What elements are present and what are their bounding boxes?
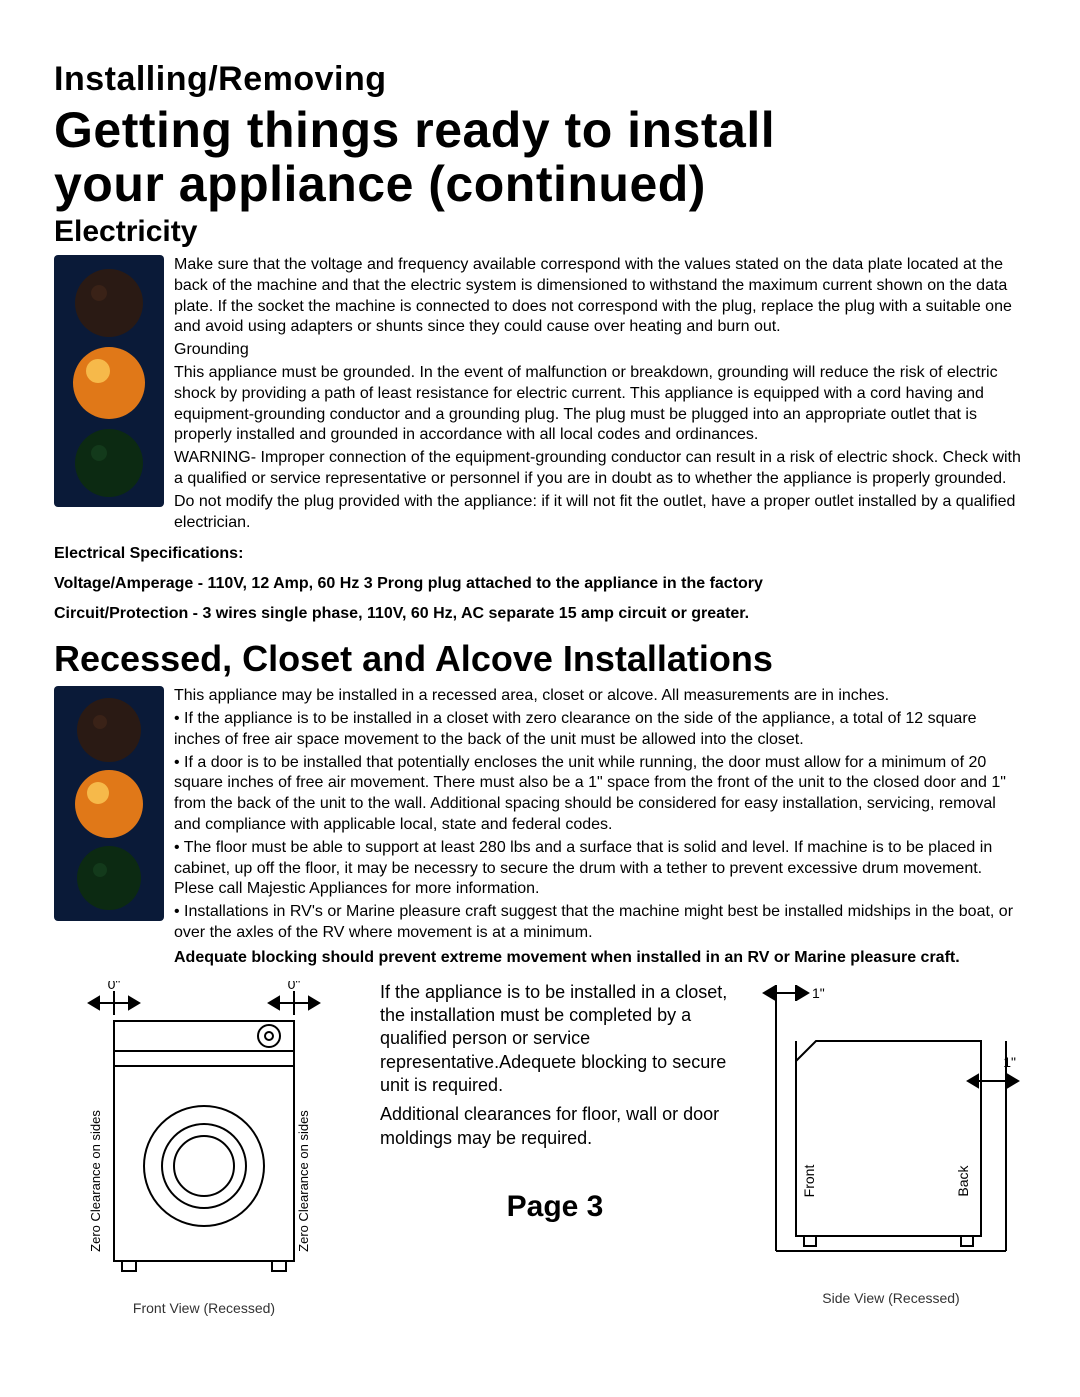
electrical-spec-voltage: Voltage/Amperage - 110V, 12 Amp, 60 Hz 3…	[54, 573, 1026, 595]
diagram-row: 0" 0"	[54, 981, 1026, 1316]
electrical-spec-heading: Electrical Specifications:	[54, 543, 1026, 565]
page-container: Installing/Removing Getting things ready…	[0, 0, 1080, 1397]
recessed-block: This appliance may be installed in a rec…	[54, 686, 1026, 970]
section-title: Installing/Removing	[54, 60, 1026, 99]
recessed-p2: • If the appliance is to be installed in…	[174, 709, 1026, 751]
zero-clearance-right: Zero Clearance on sides	[296, 1109, 311, 1251]
main-title: Getting things ready to install your app…	[54, 103, 1026, 211]
recessed-p5: • Installations in RV's or Marine pleasu…	[174, 902, 1026, 944]
main-title-line2: your appliance (continued)	[54, 156, 706, 212]
recessed-p3: • If a door is to be installed that pote…	[174, 753, 1026, 836]
recessed-heading: Recessed, Closet and Alcove Installation…	[54, 638, 1026, 680]
closet-note-p2: Additional clearances for floor, wall or…	[380, 1103, 730, 1150]
recessed-p6: Adequate blocking should prevent extreme…	[174, 948, 1026, 969]
back-label: Back	[955, 1164, 971, 1196]
recessed-p4: • The floor must be able to support at l…	[174, 838, 1026, 900]
front-view-caption: Front View (Recessed)	[54, 1300, 354, 1316]
page-number: Page 3	[380, 1190, 730, 1224]
side-view-caption: Side View (Recessed)	[756, 1290, 1026, 1306]
electricity-p3: This appliance must be grounded. In the …	[174, 363, 1026, 446]
electrical-spec-circuit: Circuit/Protection - 3 wires single phas…	[54, 603, 1026, 625]
zero-clearance-left: Zero Clearance on sides	[88, 1109, 103, 1251]
recessed-text: This appliance may be installed in a rec…	[174, 686, 1026, 970]
front-label: Front	[801, 1164, 817, 1197]
side-view-diagram: 1" 1" Front Back Side View (Recessed)	[756, 981, 1026, 1306]
electricity-heading: Electricity	[54, 215, 1026, 249]
electricity-text: Make sure that the voltage and frequency…	[174, 255, 1026, 535]
dim-one-right: 1"	[1003, 1054, 1016, 1070]
closet-note: If the appliance is to be installed in a…	[380, 981, 730, 1225]
front-view-diagram: 0" 0"	[54, 981, 354, 1316]
electricity-p2: Grounding	[174, 340, 1026, 361]
main-title-line1: Getting things ready to install	[54, 102, 775, 158]
traffic-light-image-2	[54, 686, 164, 921]
dim-zero-left: 0"	[108, 981, 121, 992]
dim-one-top: 1"	[812, 985, 825, 1001]
electricity-p5: Do not modify the plug provided with the…	[174, 492, 1026, 534]
recessed-p1: This appliance may be installed in a rec…	[174, 686, 1026, 707]
closet-note-p1: If the appliance is to be installed in a…	[380, 981, 730, 1098]
electricity-p1: Make sure that the voltage and frequency…	[174, 255, 1026, 338]
electricity-p4: WARNING- Improper connection of the equi…	[174, 448, 1026, 490]
traffic-light-image-1	[54, 255, 164, 507]
dim-zero-right: 0"	[288, 981, 301, 992]
electricity-block: Make sure that the voltage and frequency…	[54, 255, 1026, 535]
